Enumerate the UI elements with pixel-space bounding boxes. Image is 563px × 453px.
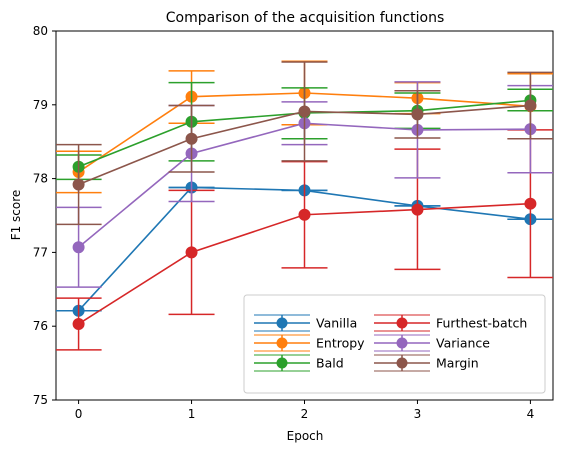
legend: Vanilla Entropy Bald Furthest-batch Variance… (243, 294, 546, 394)
legend-marker (396, 317, 408, 329)
legend-item: Vanilla (254, 314, 357, 332)
legend-marker (276, 317, 288, 329)
x-tick-label: 0 (75, 407, 83, 421)
data-layer (56, 60, 553, 351)
data-point (72, 317, 85, 330)
y-axis-label: F1 score (9, 190, 23, 241)
data-point (411, 203, 424, 216)
data-point (524, 197, 537, 210)
y-tick-label: 80 (33, 24, 48, 38)
plot-area: 0 1 2 3 4 75 76 77 78 79 80 (33, 24, 554, 421)
x-tick-label: 2 (301, 407, 309, 421)
legend-label: Entropy (316, 336, 365, 351)
legend-marker (276, 357, 288, 369)
data-point (524, 99, 537, 112)
data-point (185, 132, 198, 145)
series-margin (56, 61, 553, 226)
legend-item: Margin (374, 354, 479, 372)
chart-title: Comparison of the acquisition functions (166, 10, 445, 26)
y-tick-label: 78 (33, 172, 48, 186)
data-point (72, 178, 85, 191)
legend-label: Variance (436, 336, 490, 351)
legend-label: Furthest-batch (436, 316, 527, 331)
x-tick-label: 1 (188, 407, 196, 421)
data-point (298, 208, 311, 221)
legend-label: Bald (316, 356, 344, 371)
x-tick-label: 4 (527, 407, 535, 421)
legend-label: Vanilla (316, 316, 357, 331)
y-tick-label: 76 (33, 319, 48, 333)
legend-box (243, 294, 546, 394)
y-tick-label: 75 (33, 393, 48, 407)
x-axis-label: Epoch (287, 429, 324, 443)
data-point (72, 241, 85, 254)
legend-marker (396, 337, 408, 349)
legend-item: Bald (254, 354, 344, 372)
data-point (298, 105, 311, 118)
legend-marker (396, 357, 408, 369)
legend-marker (276, 337, 288, 349)
data-point (185, 246, 198, 259)
legend-item: Variance (374, 334, 490, 352)
legend-item: Furthest-batch (374, 314, 527, 332)
legend-item: Entropy (254, 334, 365, 352)
data-point (411, 108, 424, 121)
y-tick-label: 79 (33, 98, 48, 112)
legend-label: Margin (436, 356, 479, 371)
y-tick-label: 77 (33, 245, 48, 259)
x-tick-label: 3 (414, 407, 422, 421)
